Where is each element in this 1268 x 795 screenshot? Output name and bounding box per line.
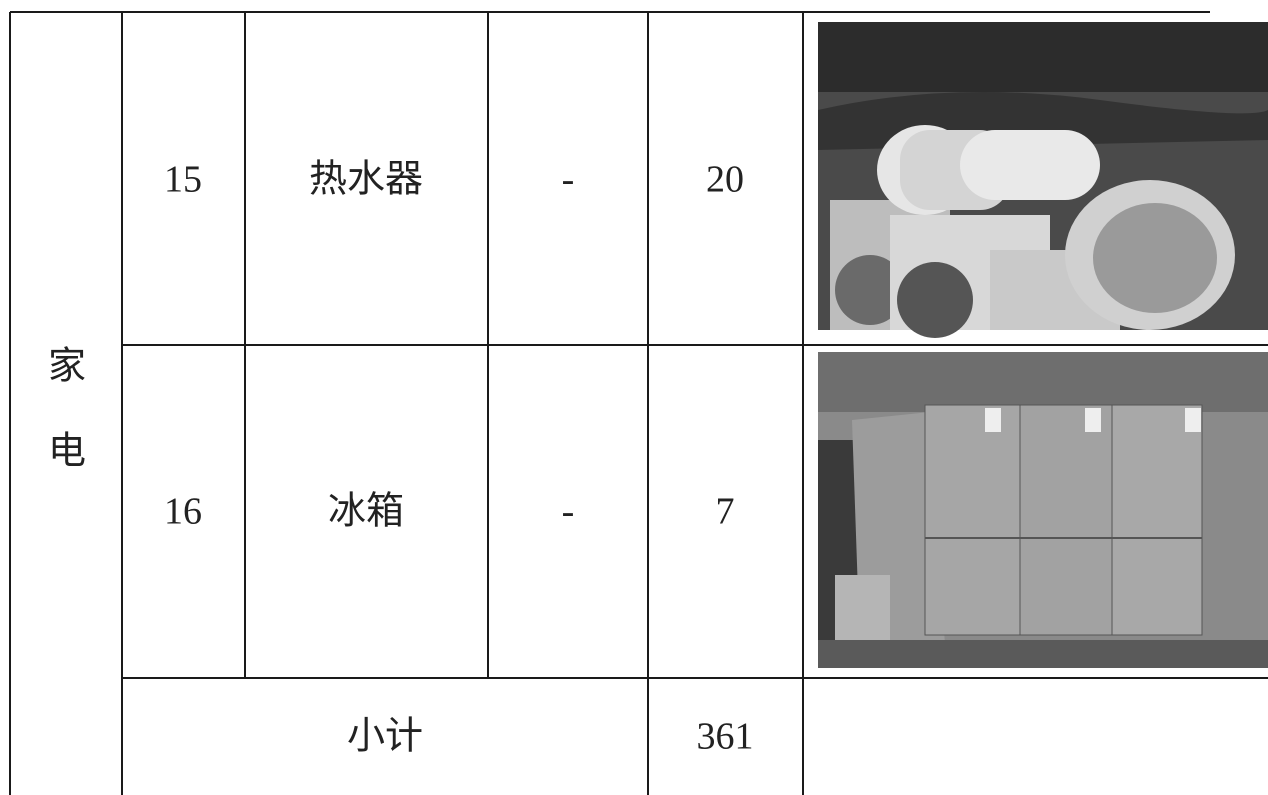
photo-water-heater	[818, 22, 1268, 338]
row-quantity: 20	[706, 159, 744, 201]
category-char: 电	[48, 431, 86, 473]
photo-refrigerator	[818, 352, 1268, 668]
category-char: 家	[48, 346, 86, 388]
row-name: 热水器	[309, 159, 423, 201]
subtotal-quantity: 361	[697, 716, 754, 758]
table-grid	[9, 11, 1268, 795]
row-name: 冰箱	[328, 491, 404, 533]
row-index: 16	[164, 491, 202, 533]
row-spec: -	[562, 491, 575, 533]
subtotal-label: 小计	[347, 716, 423, 758]
row-spec: -	[562, 159, 575, 201]
row-quantity: 7	[716, 491, 735, 533]
row-index: 15	[164, 159, 202, 201]
